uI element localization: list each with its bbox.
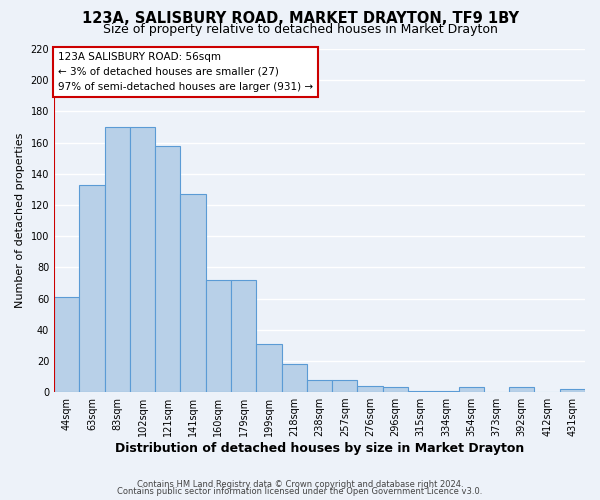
Text: Contains HM Land Registry data © Crown copyright and database right 2024.: Contains HM Land Registry data © Crown c… [137, 480, 463, 489]
Bar [307, 380, 332, 392]
Bar [509, 388, 535, 392]
Bar [231, 280, 256, 392]
Bar [206, 280, 231, 392]
Bar [181, 194, 206, 392]
X-axis label: Distribution of detached houses by size in Market Drayton: Distribution of detached houses by size … [115, 442, 524, 455]
Bar [332, 380, 358, 392]
Bar [155, 146, 181, 392]
Bar [408, 390, 433, 392]
Bar [54, 297, 79, 392]
Bar [79, 184, 104, 392]
Bar [458, 388, 484, 392]
Bar [358, 386, 383, 392]
Text: 123A, SALISBURY ROAD, MARKET DRAYTON, TF9 1BY: 123A, SALISBURY ROAD, MARKET DRAYTON, TF… [82, 11, 518, 26]
Bar [104, 127, 130, 392]
Bar [433, 390, 458, 392]
Bar [256, 344, 281, 392]
Bar [560, 389, 585, 392]
Text: 123A SALISBURY ROAD: 56sqm
← 3% of detached houses are smaller (27)
97% of semi-: 123A SALISBURY ROAD: 56sqm ← 3% of detac… [58, 52, 313, 92]
Text: Size of property relative to detached houses in Market Drayton: Size of property relative to detached ho… [103, 22, 497, 36]
Bar [130, 127, 155, 392]
Bar [281, 364, 307, 392]
Y-axis label: Number of detached properties: Number of detached properties [15, 133, 25, 308]
Text: Contains public sector information licensed under the Open Government Licence v3: Contains public sector information licen… [118, 487, 482, 496]
Bar [383, 388, 408, 392]
